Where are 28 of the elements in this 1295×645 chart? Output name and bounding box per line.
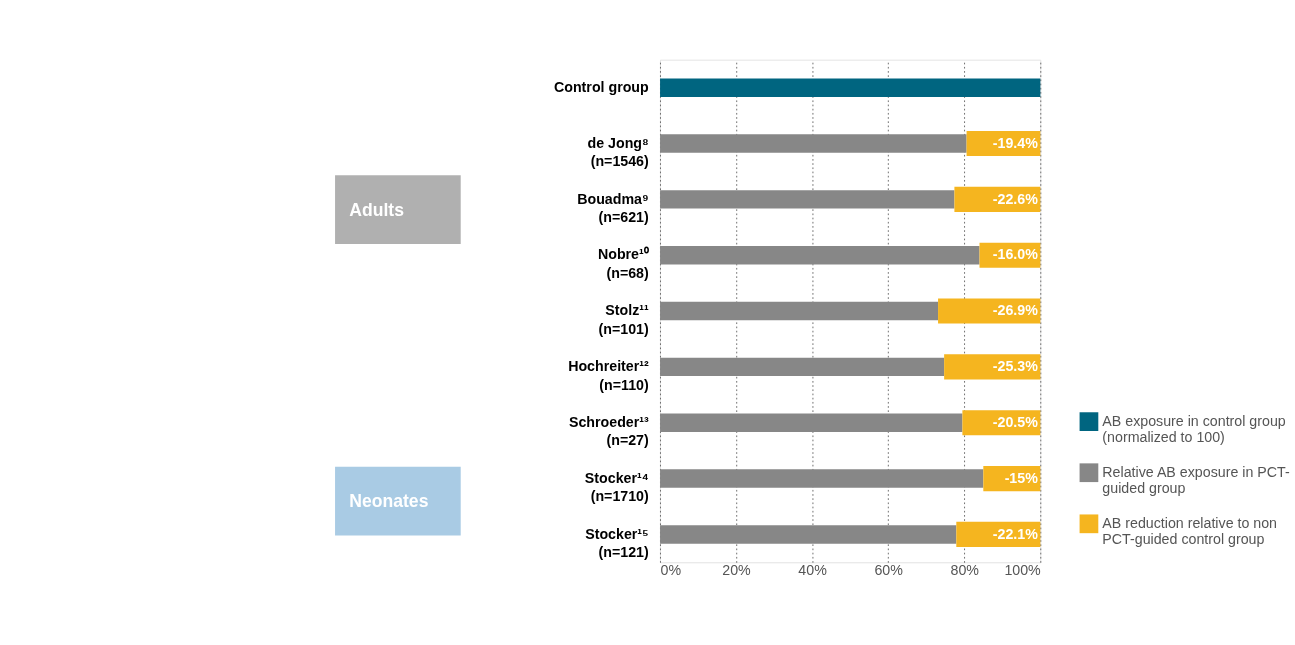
x-tick-label: 40% [798,562,828,579]
x-tick-label: 100% [1004,562,1042,579]
x-tick-label: 60% [874,562,904,579]
x-tick-label: 0% [660,562,682,579]
y-tick-label: Hochreiter¹² (n=110) [568,358,650,393]
data-label: -15% [1004,469,1039,486]
data-label: -20.5% [992,413,1039,430]
y-tick-label: Control group [553,78,650,95]
y-tick-label: Nobre¹⁰ (n=68) [597,246,650,281]
x-tick-label: 80% [950,562,980,579]
legend-label: AB reduction relative to non PCT-guided control group [1102,515,1278,547]
data-label: -26.9% [992,302,1039,319]
y-tick-label: de Jong⁸ (n=1546) [587,134,650,170]
text: Adults [349,199,405,220]
data-label: -25.3% [992,358,1039,375]
data-label: -22.1% [992,525,1039,542]
y-tick-label: Stocker¹⁵ (n=121) [585,525,650,561]
text: Neonates [349,491,429,512]
y-tick-label: Bouadma⁹ (n=621) [577,190,650,225]
x-tick-label: 20% [722,562,752,579]
y-tick-label: Stocker¹⁴ (n=1710) [584,469,650,505]
y-tick-label: Stolz¹¹ (n=101) [598,302,650,337]
legend-label: AB exposure in control group (normalized to 100) [1102,412,1286,445]
data-label: -16.0% [992,246,1039,263]
data-label: -22.6% [992,190,1039,207]
data-label: -19.4% [992,134,1039,151]
legend-label: Relative AB exposure in PCT-guided group [1102,463,1290,496]
y-tick-label: Schroeder¹³ (n=27) [568,413,650,449]
